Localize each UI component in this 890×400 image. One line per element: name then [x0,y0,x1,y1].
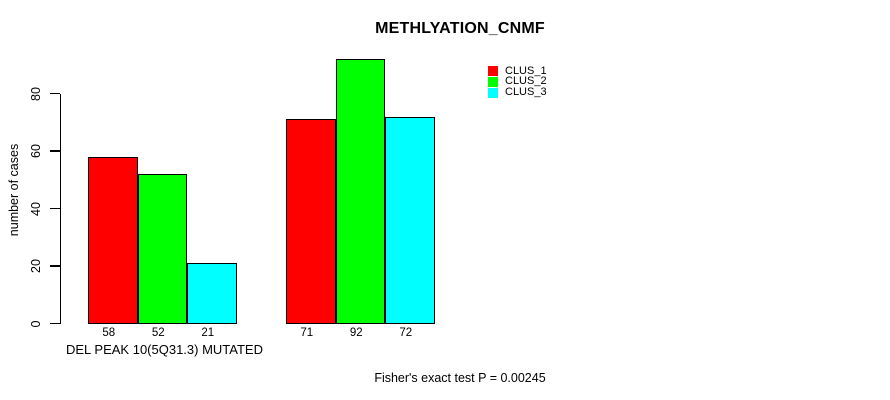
y-tick-mark [49,92,60,95]
y-axis-title: number of cases [6,143,21,237]
bar-clus_2-group-1 [137,174,187,324]
y-tick-label: 80 [29,86,43,101]
x-axis-title: DEL PEAK 10(5Q31.3) MUTATED [66,342,263,357]
bar-value-label: 72 [399,326,413,339]
y-tick-mark [49,207,60,210]
bar-clus_2-group-2 [335,59,385,324]
legend-label: CLUS_2 [505,75,547,88]
bar-clus_3-group-1 [187,263,237,324]
legend-item-clus_1: CLUS_1 [488,64,547,77]
chart-title: METHLYATION_CNMF [375,20,545,37]
bar-value-label: 21 [201,326,215,339]
stat-test-note: Fisher's exact test P = 0.00245 [374,371,546,385]
bar-clus_1-group-1 [88,156,138,324]
legend: CLUS_1 CLUS_2 CLUS_3 [488,64,547,99]
legend-swatch-icon [488,76,498,87]
y-tick-mark [49,150,60,152]
y-axis-line [59,93,61,324]
legend-item-clus_3: CLUS_3 [488,87,547,98]
bar-value-label: 52 [151,326,165,339]
bar-clus_1-group-2 [286,119,336,324]
y-tick-mark [49,322,60,325]
legend-label: CLUS_3 [505,86,547,99]
y-tick-label: 40 [29,201,43,216]
y-tick-label: 60 [29,144,43,158]
legend-item-clus_2: CLUS_2 [488,76,547,87]
y-tick-label: 20 [29,259,43,273]
y-tick-mark [49,265,60,267]
bar-value-label: 58 [102,326,116,339]
y-tick-label: 0 [29,320,43,327]
legend-label: CLUS_1 [505,64,547,77]
legend-swatch-icon [488,65,498,76]
legend-swatch-icon [488,87,498,98]
bar-value-label: 71 [300,326,314,339]
bar-clus_3-group-2 [385,116,435,324]
bar-value-label: 92 [349,326,363,339]
